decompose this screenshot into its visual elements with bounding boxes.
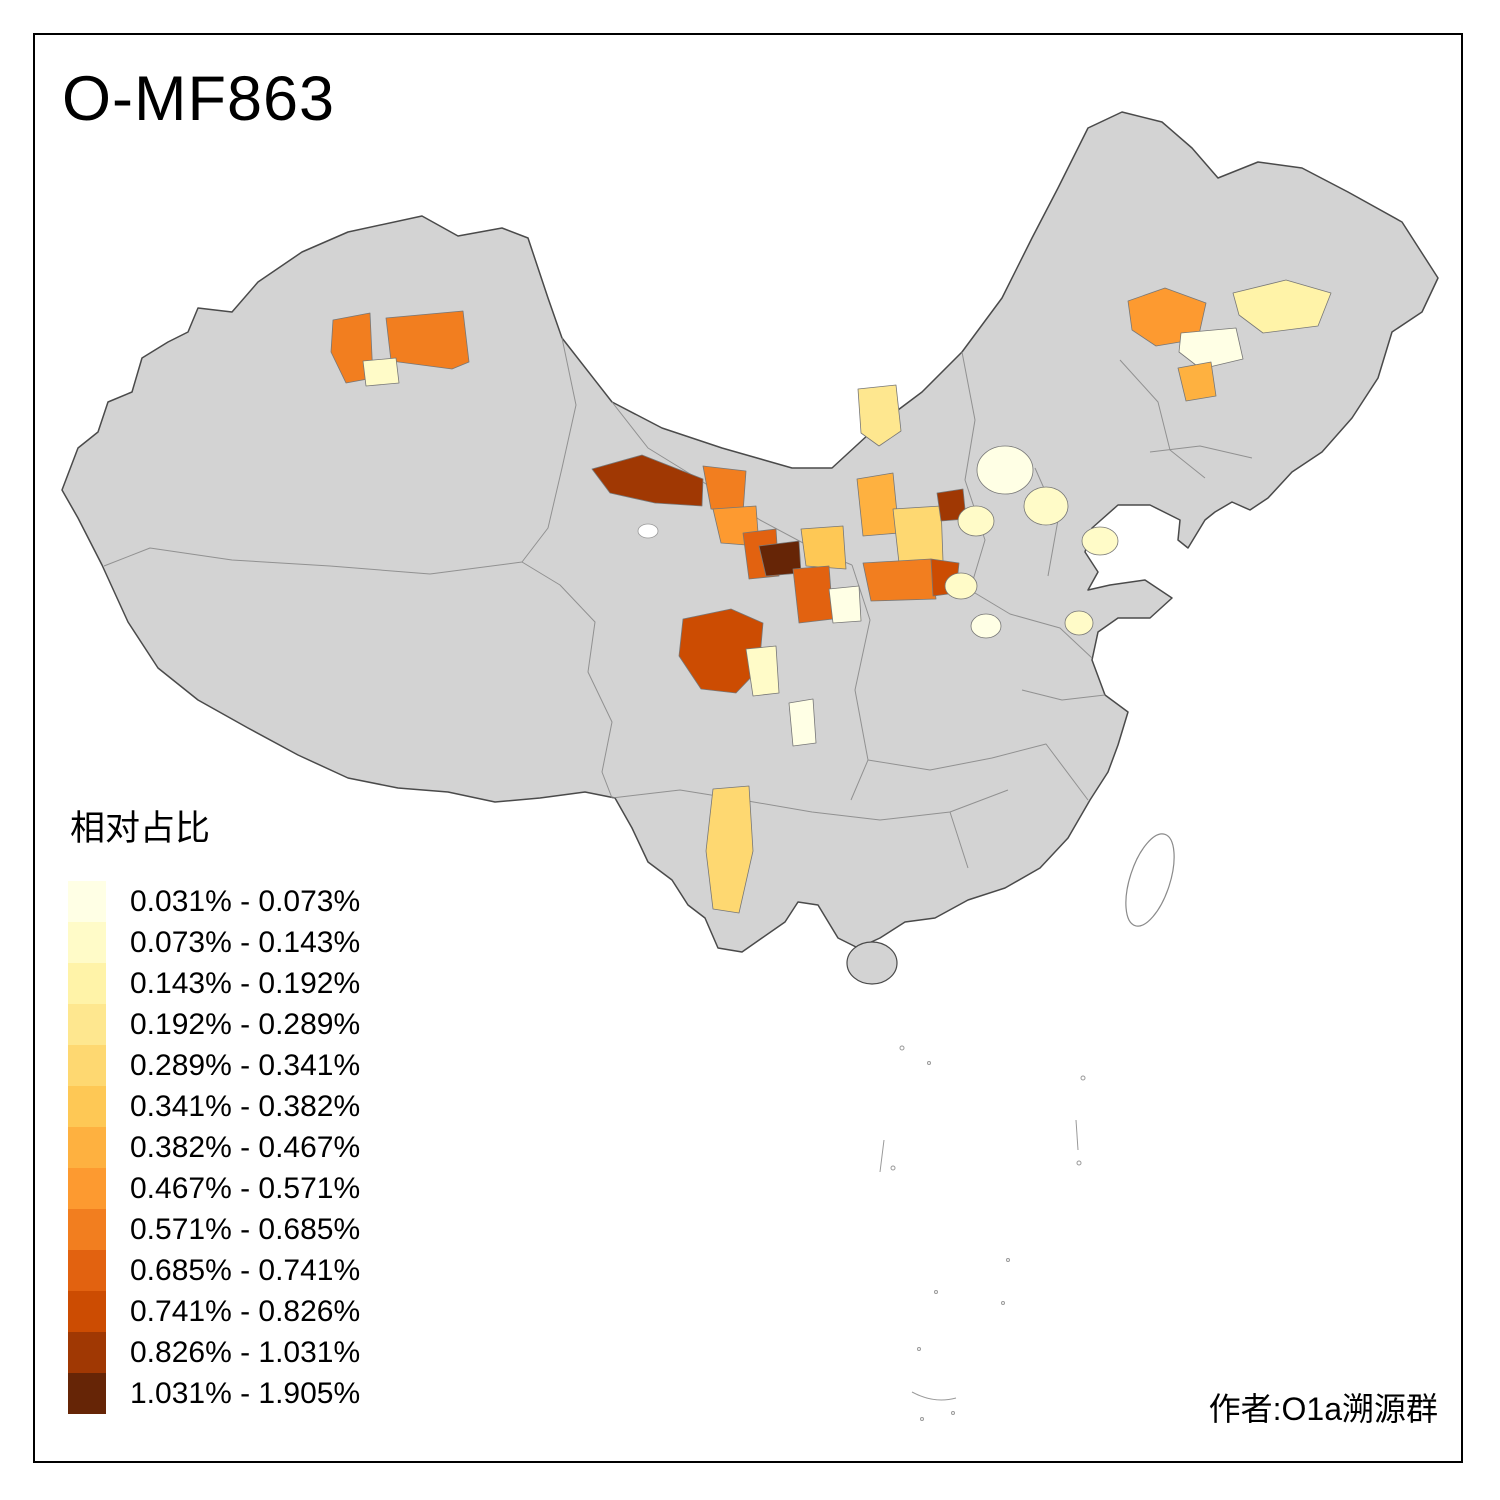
- legend-label: 0.826% - 1.031%: [130, 1335, 361, 1369]
- map-regions: [330, 279, 1332, 914]
- legend-label: 0.031% - 0.073%: [130, 884, 361, 918]
- legend-swatch: [68, 1168, 106, 1209]
- legend-swatch: [68, 963, 106, 1004]
- map-region: [1177, 361, 1217, 402]
- map-region: [800, 525, 847, 570]
- map-region: [944, 572, 978, 600]
- legend-swatch: [68, 1209, 106, 1250]
- map-region: [976, 445, 1034, 495]
- legend-row: 0.467% - 0.571%: [68, 1168, 360, 1209]
- map-region: [678, 608, 764, 694]
- map-region: [1081, 526, 1119, 556]
- legend-label: 0.073% - 0.143%: [130, 925, 361, 959]
- legend-swatch: [68, 1127, 106, 1168]
- map-region: [857, 384, 902, 447]
- map-region: [1232, 279, 1332, 334]
- legend-row: 0.073% - 0.143%: [68, 922, 360, 963]
- legend: 相对占比 0.031% - 0.073% 0.073% - 0.143% 0.1…: [68, 800, 360, 1414]
- legend-label: 0.143% - 0.192%: [130, 966, 361, 1000]
- map-region: [1064, 610, 1094, 636]
- map-region: [957, 505, 995, 537]
- map-region: [385, 310, 470, 370]
- legend-swatch: [68, 1045, 106, 1086]
- map-region: [862, 558, 937, 602]
- legend-label: 0.289% - 0.341%: [130, 1048, 361, 1082]
- map-region: [792, 565, 834, 624]
- map-region: [892, 505, 944, 564]
- legend-label: 0.741% - 0.826%: [130, 1294, 361, 1328]
- legend-swatch: [68, 881, 106, 922]
- legend-label: 0.341% - 0.382%: [130, 1089, 361, 1123]
- map-region: [1023, 486, 1069, 526]
- map-region: [970, 613, 1002, 639]
- province-borders: [103, 337, 1253, 869]
- map-region: [788, 698, 817, 747]
- legend-label: 0.685% - 0.741%: [130, 1253, 361, 1287]
- map-region: [745, 645, 780, 697]
- page-title: O-MF863: [62, 64, 336, 134]
- legend-swatch: [68, 1291, 106, 1332]
- legend-swatch: [68, 1004, 106, 1045]
- legend-row: 0.031% - 0.073%: [68, 881, 360, 922]
- legend-title: 相对占比: [70, 809, 211, 848]
- legend-swatch: [68, 1250, 106, 1291]
- legend-swatch: [68, 1086, 106, 1127]
- legend-row: 0.826% - 1.031%: [68, 1332, 360, 1373]
- legend-swatch: [68, 922, 106, 963]
- qinghai-lake: [637, 523, 659, 539]
- legend-row: 0.289% - 0.341%: [68, 1045, 360, 1086]
- legend-swatch: [68, 1373, 106, 1414]
- legend-swatch: [68, 1332, 106, 1373]
- legend-row: 0.143% - 0.192%: [68, 963, 360, 1004]
- legend-row: 0.341% - 0.382%: [68, 1086, 360, 1127]
- legend-label: 0.571% - 0.685%: [130, 1212, 361, 1246]
- map-region: [705, 785, 754, 914]
- map-region: [1178, 327, 1244, 370]
- legend-row: 1.031% - 1.905%: [68, 1373, 360, 1414]
- legend-row: 0.685% - 0.741%: [68, 1250, 360, 1291]
- legend-label: 0.192% - 0.289%: [130, 1007, 361, 1041]
- legend-label: 0.467% - 0.571%: [130, 1171, 361, 1205]
- map-region: [828, 585, 862, 624]
- south-china-sea-islets: [879, 1045, 1086, 1421]
- hainan-island: [846, 941, 898, 985]
- map-region: [591, 454, 704, 507]
- legend-row: 0.571% - 0.685%: [68, 1209, 360, 1250]
- map-region: [330, 312, 374, 384]
- map-region: [362, 357, 400, 387]
- legend-row: 0.741% - 0.826%: [68, 1291, 360, 1332]
- taiwan-island: [1125, 833, 1175, 927]
- legend-label: 0.382% - 0.467%: [130, 1130, 361, 1164]
- legend-row: 0.192% - 0.289%: [68, 1004, 360, 1045]
- legend-label: 1.031% - 1.905%: [130, 1376, 361, 1410]
- legend-row: 0.382% - 0.467%: [68, 1127, 360, 1168]
- attribution: 作者:O1a溯源群: [1208, 1391, 1438, 1427]
- map-region: [856, 472, 900, 537]
